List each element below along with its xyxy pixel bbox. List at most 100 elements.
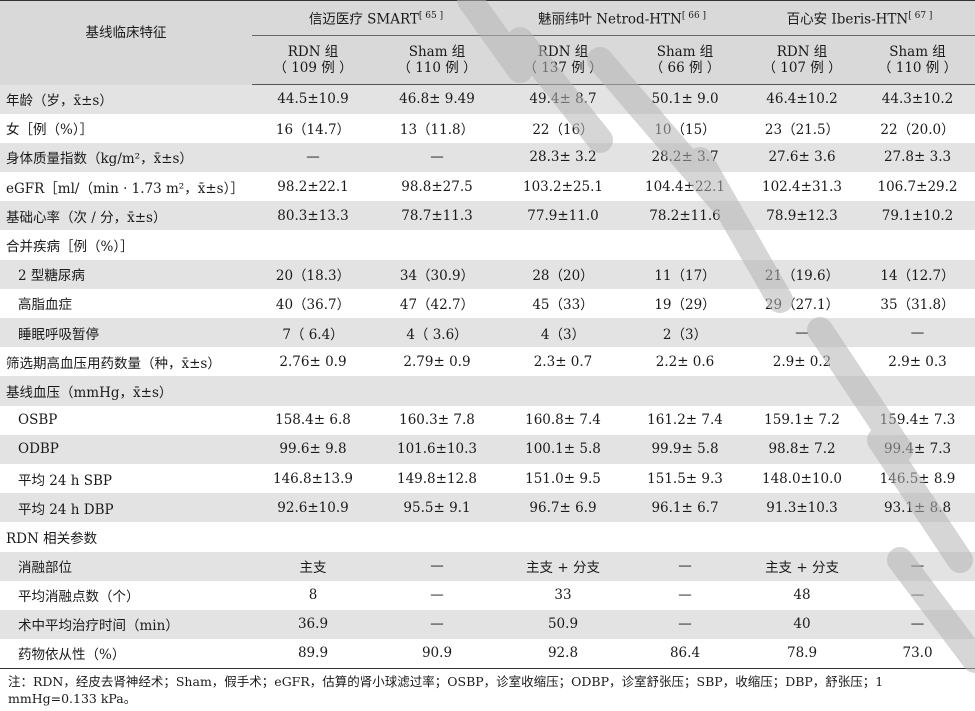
table-row: 平均消融点数（个） 8 — 33 — 48 — [0,581,975,610]
table-row: 消融部位 主支 — 主支 + 分支 — 主支 + 分支 — [0,551,975,581]
table-cell: 159.1± 7.2 [764,412,840,429]
group-count: （ 66 例 ） [649,60,721,76]
group-count: （ 107 例 ） [762,60,842,76]
table-row: 合并疾病［例（%）］ [0,230,975,259]
table-cell: 98.8± 7.2 [744,434,861,464]
table-cell: 161.2± 7.4 [647,412,723,429]
row-label: 筛选期高血压用药数量（种，x̄±s） [6,355,221,372]
table-cell: 98.8±27.5 [401,178,473,195]
table-cell: 49.4± 8.7 [500,84,626,114]
study-name: 百心安 Iberis-HTN [786,11,909,28]
table-cell: 102.4±31.3 [762,178,843,195]
table-cell: 40（36.7） [275,297,351,314]
table-cell [860,230,975,259]
study-name: 信迈医疗 SMART [308,11,419,28]
table-cell [500,230,626,259]
group-header-6: Sham 组（ 110 例 ） [860,35,975,85]
row-label: 平均 24 h DBP [0,493,252,523]
table-body: 年龄（岁，x̄±s） 44.5±10.9 46.8± 9.49 49.4± 8.7 50… [0,84,975,669]
table-cell: 2.79± 0.9 [403,353,471,370]
table-cell: — [626,609,745,640]
group-header-4: Sham 组（ 66 例 ） [626,35,745,85]
table-cell: 27.6± 3.6 [744,142,861,173]
table-cell: 96.1± 6.7 [626,493,745,523]
table-cell: — [744,318,861,348]
table-cell: 2.2± 0.6 [655,353,715,370]
table-cell: — [252,142,374,173]
table-cell [374,522,500,551]
study-name: 魅丽纬叶 Netrod-HTN [537,11,682,28]
table-cell: 34（30.9） [374,259,500,289]
table-cell: 主支 + 分支 [744,551,861,581]
table-cell: — [374,609,500,640]
table-row: 年龄（岁，x̄±s） 44.5±10.9 46.8± 9.49 49.4± 8.7 50… [0,84,975,114]
table-cell [252,376,374,406]
table-row: 药物依从性（%） 89.9 90.9 92.8 86.4 78.9 73.0 [0,639,975,669]
row-label: 睡眠呼吸暂停 [0,318,252,348]
table-cell: 27.8± 3.3 [860,142,975,173]
baseline-characteristics-table: 基线临床特征 信迈医疗 SMART[ 65 ] 魅丽纬叶 Netrod-HTN[… [0,0,975,669]
table-cell: — [678,587,692,604]
table-cell: 78.9 [744,639,861,669]
row-label: 平均 24 h SBP [18,472,112,489]
table-cell: 47（42.7） [399,297,475,314]
table-cell [374,376,500,406]
table-cell: 92.8 [500,639,626,669]
table-cell: — [626,551,745,581]
table-cell: 48 [793,587,811,604]
table-cell [860,522,975,551]
table-cell: 10（15） [654,122,716,139]
table-cell [374,230,500,259]
group-header-2: Sham 组（ 110 例 ） [374,35,500,85]
table-row: 身体质量指数（kg/m²，x̄±s） — —28.3± 3.2 28.2± 3.7 27… [0,142,975,173]
row-label: RDN 相关参数 [6,530,98,547]
table-cell: — [374,551,500,581]
group-header-3: RDN 组（ 137 例 ） [500,35,626,85]
group-name: Sham 组 [889,44,946,60]
table-cell: 14（12.7） [860,259,975,289]
table-cell: 95.5± 9.1 [374,493,500,523]
table-cell [626,230,744,259]
table-cell: — [860,551,975,581]
row-label: 女［例（%）］ [6,122,94,139]
table-cell: 73.0 [860,639,975,669]
table-cell: 4（3） [500,318,626,348]
table-cell: 7（ 6.4） [252,318,374,348]
table-cell: 16（14.7） [275,122,351,139]
table-cell: 46.8± 9.49 [374,84,500,114]
table-cell: 77.9±11.0 [500,201,626,231]
group-header-1: RDN 组（ 109 例 ） [252,35,374,85]
study-header-iberis: 百心安 Iberis-HTN[ 67 ] [744,0,975,36]
table-cell: 149.8±12.8 [396,470,478,487]
row-label: 药物依从性（%） [0,639,252,669]
table-cell: 93.1± 8.8 [860,493,975,523]
table-cell: 21（19.6） [744,259,861,289]
table-row: 平均 24 h DBP 92.6±10.9 95.5± 9.1 96.7± 6.9 96… [0,493,975,523]
row-label: OSBP [18,412,58,429]
table-row: 基线血压（mmHg，x̄±s） [0,376,975,406]
table-cell: 2.9± 0.3 [888,353,947,370]
table-cell: 159.4± 7.3 [879,412,956,429]
table-cell: 11（17） [626,259,745,289]
table-row: 睡眠呼吸暂停 7（ 6.4） 4（ 3.6） 4（3） 2（3） — — [0,318,975,348]
table-row: 平均 24 h SBP 146.8±13.9 149.8±12.8 151.0± 9.… [0,464,975,493]
table-cell: 28（20） [500,259,626,289]
table-cell: 89.9 [252,639,374,669]
table-cell: 78.2±11.6 [626,201,745,231]
table-cell [626,522,744,551]
table-cell [626,376,745,406]
table-cell: 2.3± 0.7 [533,353,593,370]
table-cell: 23（21.5） [764,122,840,139]
group-name: Sham 组 [408,44,466,60]
table-cell: 22（20.0） [880,122,955,139]
row-label: 年龄（岁，x̄±s） [0,84,252,114]
table-row: 2 型糖尿病 20（18.3） 34（30.9） 28（20） 11（17） 21（19.… [0,259,975,289]
row-label: 基础心率（次 / 分，x̄±s） [0,201,252,231]
study-ref: [ 66 ] [681,11,707,22]
table-cell: 78.7±11.3 [374,201,500,231]
table-cell: 50.1± 9.0 [626,84,745,114]
row-label: 术中平均治疗时间（min） [0,609,252,640]
group-name: RDN 组 [287,44,339,60]
row-label: 合并疾病［例（%）］ [6,239,134,256]
table-cell [252,230,374,259]
